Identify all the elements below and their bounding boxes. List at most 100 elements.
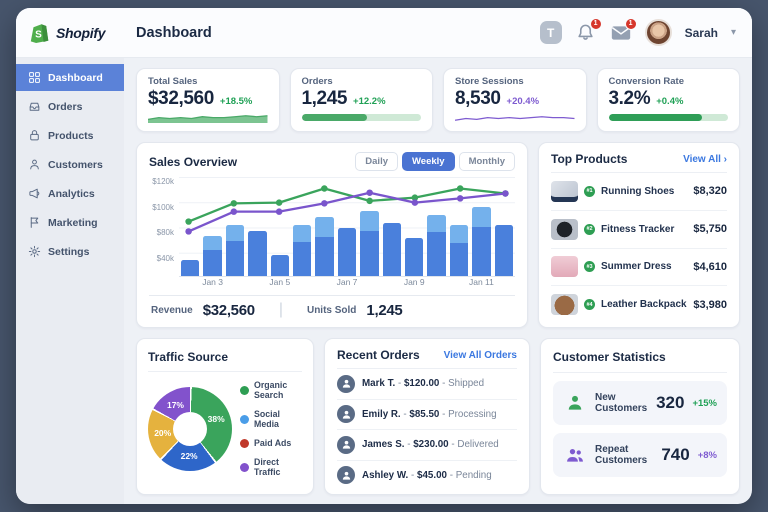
total-sales-sparkline <box>148 114 268 123</box>
rank-badge: #1 <box>584 185 595 197</box>
traffic-source-title: Traffic Source <box>148 350 229 364</box>
legend-item: Organic Search <box>240 380 302 400</box>
revenue-value: $32,560 <box>202 301 255 319</box>
page-title: Dashboard <box>136 24 212 41</box>
view-all-link[interactable]: View All › <box>683 153 727 165</box>
sessions-sparkline <box>455 114 575 123</box>
product-row[interactable]: #1 Running Shoes $8,320 <box>551 173 727 211</box>
product-thumbnail <box>551 256 578 278</box>
order-status: Pending <box>455 469 492 481</box>
legend-item: Social Media <box>240 409 302 429</box>
kpi-card-total-sales: Total Sales $32,560 +18.5% <box>136 68 280 132</box>
legend-item: Paid Ads <box>240 438 302 448</box>
sales-chart-x-axis: Jan 3 Jan 5 Jan 7 Jan 9 Jan 11 <box>202 277 494 287</box>
customer-avatar-icon <box>337 374 355 393</box>
stat-row-new-customers: New Customers 320 +15% <box>553 381 727 425</box>
customer-avatar-icon <box>337 435 355 454</box>
lock-bag-icon <box>30 130 39 141</box>
user-menu-chevron-icon[interactable]: ▾ <box>730 27 736 38</box>
product-row[interactable]: #4 Leather Backpack $3,980 <box>551 286 727 323</box>
sidebar-item-settings[interactable]: Settings <box>16 238 124 265</box>
slice-label: 20% <box>154 428 172 439</box>
user-name: Sarah <box>684 25 718 40</box>
tab-weekly[interactable]: Weekly <box>402 152 455 171</box>
traffic-legend: Organic Search Social Media Paid Ads Dir… <box>240 380 302 477</box>
sales-chart-bars <box>179 177 515 276</box>
mail-badge: 1 <box>624 17 637 30</box>
view-all-orders-link[interactable]: View All Orders <box>443 349 517 361</box>
rank-badge: #2 <box>584 223 595 235</box>
recent-orders-title: Recent Orders <box>337 348 420 362</box>
sales-overview-title: Sales Overview <box>149 154 238 169</box>
slice-label: 22% <box>180 451 198 462</box>
shopify-bag-icon: S <box>30 24 49 43</box>
person-icon <box>30 159 39 170</box>
tab-monthly[interactable]: Monthly <box>458 152 515 171</box>
top-products-panel: Top Products View All › #1 Running Shoes… <box>538 142 740 328</box>
sidebar-item-customers[interactable]: Customers <box>16 151 124 178</box>
main-content: Total Sales $32,560 +18.5% Orders 1,245 … <box>124 58 752 504</box>
shopify-logo[interactable]: S Shopify <box>16 21 124 44</box>
recent-orders-panel: Recent Orders View All Orders Mark T. - … <box>324 338 530 495</box>
sidebar-item-marketing[interactable]: Marketing <box>16 209 124 236</box>
megaphone-icon <box>29 188 40 199</box>
conversion-progress-bar <box>608 114 728 123</box>
sales-overview-panel: Sales Overview Daily Weekly Monthly $120… <box>136 142 528 328</box>
sidebar-item-orders[interactable]: Orders <box>16 93 124 120</box>
support-icon[interactable]: T <box>539 21 562 44</box>
app-window: S Shopify Dashboard T 1 1 <box>16 8 752 504</box>
kpi-card-orders: Orders 1,245 +12.2% <box>289 68 433 132</box>
top-products-title: Top Products <box>551 152 628 166</box>
slice-label: 38% <box>207 414 225 425</box>
traffic-donut-chart: 38% 22% 20% 17% <box>148 386 232 471</box>
messages-icon[interactable]: 1 <box>610 17 637 44</box>
delta-badge: +15% <box>692 397 717 409</box>
delta-badge: +0.4% <box>656 96 684 107</box>
delta-badge: +18.5% <box>219 96 253 107</box>
kpi-row: Total Sales $32,560 +18.5% Orders 1,245 … <box>136 68 740 132</box>
dashboard-grid-icon <box>29 72 40 83</box>
bell-icon <box>578 24 593 40</box>
svg-text:S: S <box>35 30 42 41</box>
sales-footer: Revenue $32,560 | Units Sold 1,245 <box>149 295 515 321</box>
orders-progress-bar <box>301 114 421 123</box>
customer-avatar-icon <box>337 466 355 485</box>
new-customers-person-icon <box>563 391 587 415</box>
sidebar-item-dashboard[interactable]: Dashboard <box>16 64 124 91</box>
product-row[interactable]: #2 Fitness Tracker $5,750 <box>551 211 727 249</box>
legend-dot-paid <box>240 438 249 448</box>
sales-chart-plot <box>179 177 515 277</box>
slice-label: 17% <box>166 399 184 410</box>
top-header: S Shopify Dashboard T 1 1 <box>16 8 752 58</box>
order-status: Processing <box>448 408 497 420</box>
sidebar-item-products[interactable]: Products <box>16 122 124 149</box>
user-avatar[interactable] <box>644 19 672 46</box>
legend-dot-organic <box>240 385 249 395</box>
order-status: Delivered <box>457 439 499 451</box>
order-row[interactable]: Emily R. - $85.50 - Processing <box>337 400 517 430</box>
delta-badge: +12.2% <box>353 96 386 107</box>
gear-icon <box>28 245 41 258</box>
product-row[interactable]: #3 Summer Dress $4,610 <box>551 249 727 287</box>
tab-daily[interactable]: Daily <box>355 152 398 171</box>
notifications-bell-icon[interactable]: 1 <box>575 17 602 44</box>
order-row[interactable]: Ashley W. - $45.00 - Pending <box>337 461 517 491</box>
bell-badge: 1 <box>589 17 602 30</box>
product-thumbnail <box>551 218 578 240</box>
delta-badge: +20.4% <box>506 96 540 107</box>
sidebar-nav: Dashboard Orders Products Customers Anal… <box>16 58 124 504</box>
donut <box>148 386 232 471</box>
sidebar-item-analytics[interactable]: Analytics <box>16 180 124 207</box>
order-row[interactable]: James S. - $230.00 - Delivered <box>337 430 517 461</box>
envelope-icon <box>611 25 630 40</box>
traffic-source-panel: Traffic Source 38% 22% 20% 17% Organic Sear… <box>136 338 314 495</box>
customer-statistics-panel: Customer Statistics New Customers 320 +1… <box>540 338 740 495</box>
customer-statistics-title: Customer Statistics <box>553 350 666 364</box>
kpi-card-store-sessions: Store Sessions 8,530 +20.4% <box>443 68 587 132</box>
repeat-customers-people-icon <box>563 443 587 467</box>
units-sold-value: 1,245 <box>366 301 403 319</box>
order-row[interactable]: Mark T. - $120.00 - Shipped <box>337 369 517 400</box>
header-actions: T 1 1 Sarah ▾ <box>539 17 752 46</box>
sales-chart: $120k $100k $80k $40k <box>149 177 515 277</box>
stat-row-repeat-customers: Repeat Customers 740 +8% <box>553 433 727 477</box>
